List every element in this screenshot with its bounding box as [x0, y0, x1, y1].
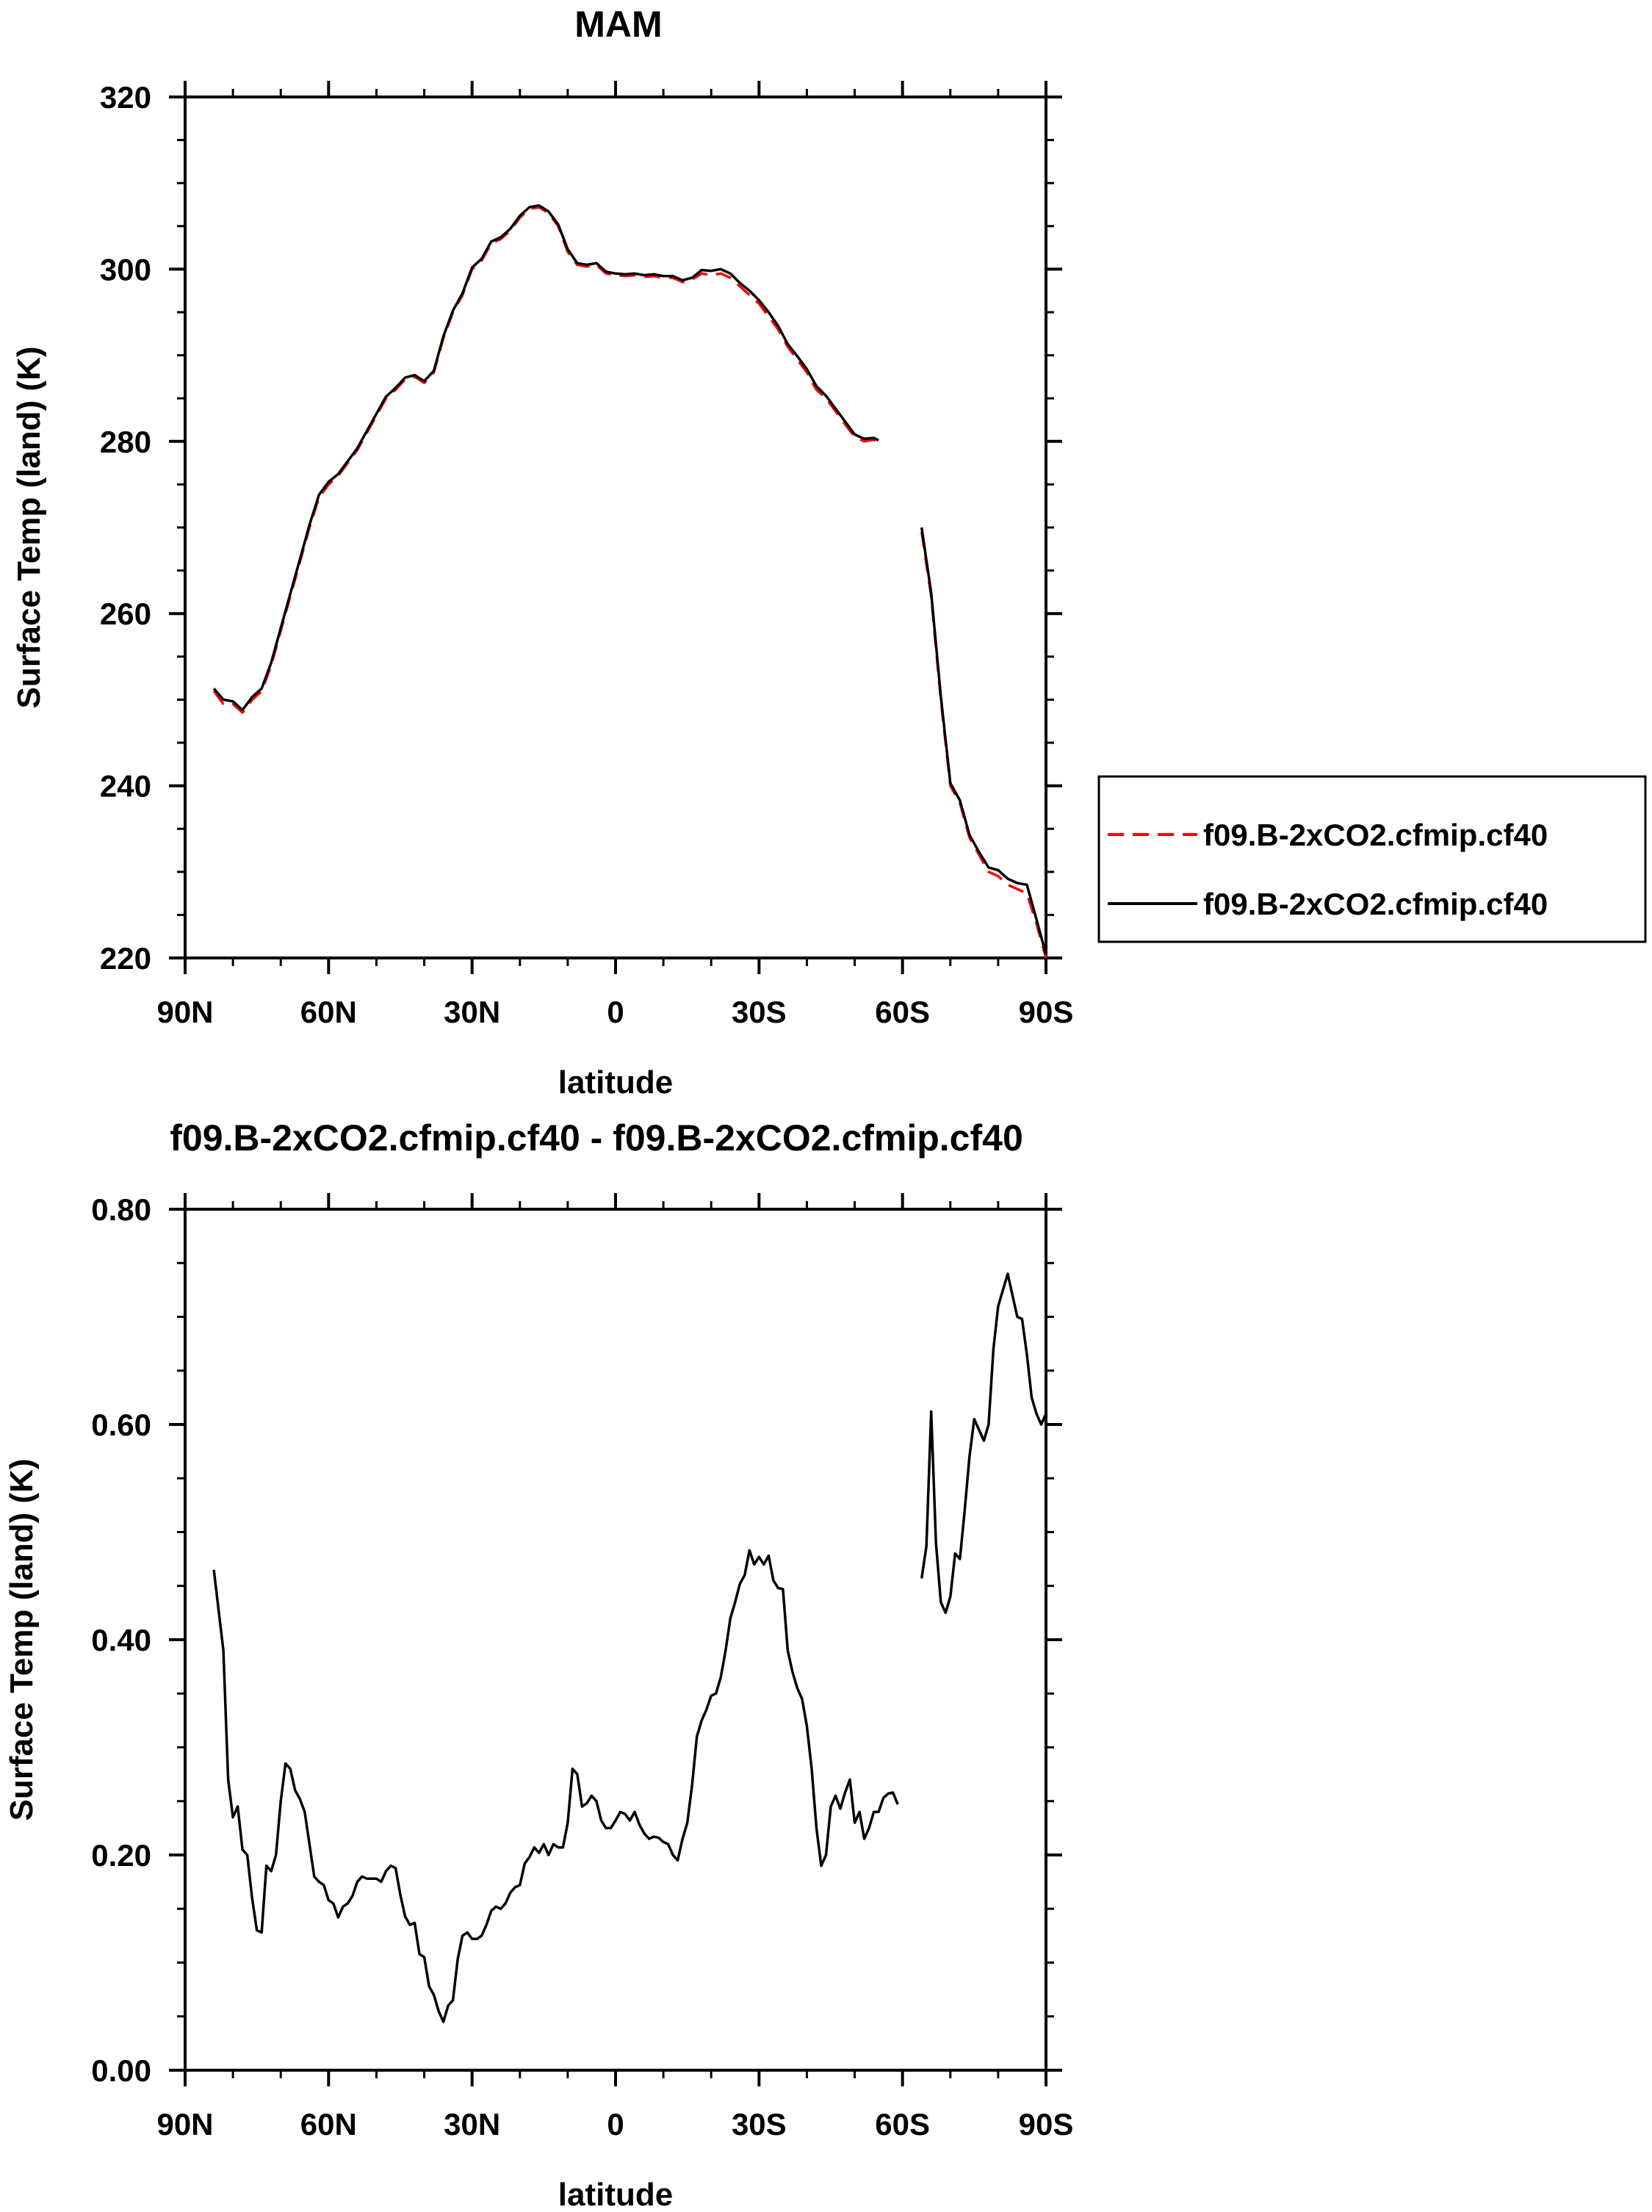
legend-label-1: f09.B-2xCO2.cfmip.cf40	[1203, 818, 1548, 852]
top-plot-frame	[184, 96, 1047, 959]
bottom-xtick-label: 90N	[156, 2107, 213, 2141]
top-ytick-label: 300	[100, 252, 151, 287]
bottom-ytick-label: 0.40	[91, 1623, 151, 1657]
top-xtick-label: 90N	[156, 995, 213, 1029]
bottom-xtick-label: 60N	[300, 2107, 357, 2141]
top-xtick-label: 90S	[1019, 995, 1074, 1029]
bottom-ytick-label: 0.60	[91, 1408, 151, 1442]
top-series-1-line	[920, 531, 1047, 959]
top-ytick-label: 260	[100, 597, 151, 631]
bottom-ytick-label: 0.00	[91, 2053, 151, 2088]
top-chart-title: MAM	[574, 4, 662, 45]
legend-label-2: f09.B-2xCO2.cfmip.cf40	[1203, 887, 1548, 921]
top-series-1-line	[212, 206, 880, 714]
legend-box	[1097, 775, 1647, 943]
top-xtick-label: 60N	[300, 995, 357, 1029]
bottom-ytick-label: 0.20	[91, 1838, 151, 1873]
top-xtick-label: 30S	[732, 995, 787, 1029]
bottom-plot-frame	[184, 1208, 1047, 2072]
top-panel: MAM 90N 60N 30N 0 30S 60S 90S 220 240 260 280 300 32…	[11, 4, 1647, 1100]
top-series-2-line	[212, 203, 879, 712]
top-series-2-line	[920, 527, 1047, 955]
bottom-chart-title: f09.B-2xCO2.cfmip.cf40 - f09.B-2xCO2.cfm…	[170, 1117, 1023, 1159]
bottom-ticks: 90N 60N 30N 0 30S 60S 90S 0.00 0.20 0.40 0.60 0.80	[91, 1192, 1073, 2141]
legend: f09.B-2xCO2.cfmip.cf40 f09.B-2xCO2.cfmip…	[1097, 775, 1647, 943]
bottom-xtick-label: 30S	[732, 2107, 787, 2141]
top-ticks: 90N 60N 30N 0 30S 60S 90S 220 240 260 280 300 320	[100, 80, 1073, 1029]
bottom-xtick-label: 90S	[1019, 2107, 1074, 2141]
top-ytick-label: 240	[100, 769, 151, 804]
top-y-axis-label: Surface Temp (land) (K)	[11, 346, 47, 708]
top-series	[212, 203, 1047, 959]
bottom-series-1-line	[920, 1272, 1047, 1615]
top-xtick-label: 30N	[444, 995, 500, 1029]
top-ytick-label: 220	[100, 941, 151, 976]
bottom-xtick-label: 30N	[444, 2107, 500, 2141]
top-ytick-label: 320	[100, 80, 151, 115]
bottom-x-axis-label: latitude	[558, 2177, 673, 2212]
top-xtick-label: 0	[607, 995, 624, 1029]
top-x-axis-label: latitude	[558, 1064, 673, 1100]
bottom-ytick-label: 0.80	[91, 1192, 151, 1227]
top-ytick-label: 280	[100, 425, 151, 459]
bottom-series-1-line	[212, 1549, 899, 2023]
bottom-panel: f09.B-2xCO2.cfmip.cf40 - f09.B-2xCO2.cfm…	[4, 1117, 1073, 2212]
bottom-y-axis-label: Surface Temp (land) (K)	[4, 1458, 40, 1820]
bottom-series	[212, 1272, 1047, 2023]
top-xtick-label: 60S	[875, 995, 930, 1029]
bottom-xtick-label: 60S	[875, 2107, 930, 2141]
bottom-xtick-label: 0	[607, 2107, 624, 2141]
